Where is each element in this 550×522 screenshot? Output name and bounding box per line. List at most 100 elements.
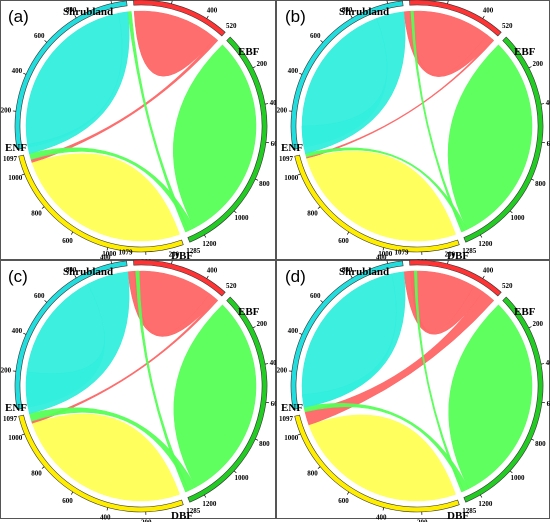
tick-mark bbox=[531, 439, 534, 440]
tick-label: 600 bbox=[310, 32, 321, 40]
tick-mark bbox=[321, 300, 323, 302]
group-name-shrubland: Shrubland bbox=[339, 266, 389, 278]
group-name-shrubland: Shrubland bbox=[339, 6, 389, 18]
tick-mark bbox=[172, 261, 173, 264]
tick-mark bbox=[529, 327, 532, 328]
group-total-label: 520 bbox=[226, 282, 237, 290]
tick-mark bbox=[172, 1, 173, 4]
tick-mark bbox=[318, 467, 320, 469]
chord-panel-b: 2004005202004006008001000120012852004006… bbox=[276, 0, 550, 260]
group-name-enf: ENF bbox=[5, 402, 27, 414]
group-name-enf: ENF bbox=[5, 142, 27, 154]
tick-label: 400 bbox=[12, 67, 23, 75]
tick-label: 400 bbox=[12, 327, 23, 335]
group-name-ebf: EBF bbox=[514, 306, 535, 318]
tick-label: 800 bbox=[307, 210, 318, 218]
chord-ribbon-dbf-dbf bbox=[309, 415, 456, 501]
tick-mark bbox=[299, 333, 302, 334]
tick-label: 600 bbox=[547, 400, 550, 408]
tick-label: 800 bbox=[307, 470, 318, 478]
tick-label: 1000 bbox=[378, 250, 393, 258]
tick-label: 400 bbox=[483, 7, 494, 15]
tick-label: 1000 bbox=[235, 474, 250, 482]
tick-mark bbox=[480, 235, 482, 238]
tick-label: 200 bbox=[1, 367, 12, 375]
tick-label: 1200 bbox=[478, 240, 493, 248]
tick-label: 800 bbox=[31, 470, 42, 478]
group-name-enf: ENF bbox=[281, 142, 303, 154]
tick-mark bbox=[318, 207, 320, 209]
tick-label: 400 bbox=[207, 7, 218, 15]
tick-mark bbox=[510, 211, 512, 213]
tick-label: 400 bbox=[288, 67, 299, 75]
tick-label: 200 bbox=[169, 251, 180, 259]
tick-mark bbox=[255, 179, 258, 180]
tick-label: 800 bbox=[535, 440, 546, 448]
panel-label: (c) bbox=[8, 267, 28, 287]
tick-label: 400 bbox=[546, 359, 550, 367]
tick-label: 600 bbox=[34, 292, 45, 300]
tick-mark bbox=[265, 104, 268, 105]
tick-label: 600 bbox=[34, 32, 45, 40]
tick-label: 200 bbox=[277, 367, 288, 375]
tick-mark bbox=[255, 439, 258, 440]
tick-label: 200 bbox=[532, 320, 543, 328]
tick-label: 400 bbox=[546, 99, 550, 107]
tick-mark bbox=[541, 104, 544, 105]
group-name-shrubland: Shrubland bbox=[63, 6, 113, 18]
tick-mark bbox=[42, 207, 44, 209]
tick-label: 1000 bbox=[102, 250, 117, 258]
tick-label: 800 bbox=[31, 210, 42, 218]
tick-mark bbox=[541, 364, 544, 365]
panel-label: (a) bbox=[8, 7, 29, 27]
tick-label: 1000 bbox=[284, 174, 299, 182]
tick-mark bbox=[45, 40, 47, 42]
tick-mark bbox=[387, 261, 388, 264]
group-name-ebf: EBF bbox=[238, 46, 259, 58]
tick-mark bbox=[387, 1, 388, 4]
tick-mark bbox=[204, 235, 206, 238]
group-total-label: 520 bbox=[502, 282, 513, 290]
tick-label: 1000 bbox=[284, 434, 299, 442]
tick-label: 800 bbox=[535, 180, 546, 188]
tick-mark bbox=[42, 467, 44, 469]
tick-label: 1000 bbox=[511, 214, 526, 222]
chord-panel-a: 2004005202004006008001000120012852004006… bbox=[0, 0, 276, 260]
tick-mark bbox=[234, 211, 236, 213]
panel-label: (b) bbox=[285, 7, 306, 27]
tick-label: 1000 bbox=[8, 434, 23, 442]
chord-panel-c: 2004005202004006008001000120012852004006… bbox=[0, 260, 276, 519]
group-name-dbf: DBF bbox=[447, 510, 469, 522]
tick-mark bbox=[207, 276, 209, 279]
tick-mark bbox=[347, 492, 349, 495]
tick-label: 600 bbox=[310, 292, 321, 300]
chord-diagram: 2004005202004006008001000120012852004006… bbox=[277, 261, 550, 520]
tick-mark bbox=[253, 327, 256, 328]
tick-mark bbox=[321, 40, 323, 42]
tick-mark bbox=[510, 471, 512, 473]
tick-label: 1000 bbox=[8, 174, 23, 182]
group-total-label: 1097 bbox=[279, 415, 294, 423]
group-total-label: 1097 bbox=[279, 155, 294, 163]
tick-mark bbox=[531, 179, 534, 180]
tick-label: 200 bbox=[1, 107, 12, 115]
chord-diagram: 2004005202004006008001000120012852004006… bbox=[277, 1, 550, 260]
group-name-shrubland: Shrubland bbox=[63, 266, 113, 278]
tick-label: 600 bbox=[338, 237, 349, 245]
group-name-ebf: EBF bbox=[514, 46, 535, 58]
chord-panel-d: 2004005202004006008001000120012852004006… bbox=[276, 260, 550, 519]
tick-label: 1200 bbox=[202, 500, 217, 508]
tick-label: 200 bbox=[256, 60, 267, 68]
group-name-enf: ENF bbox=[281, 402, 303, 414]
tick-mark bbox=[480, 495, 482, 498]
tick-mark bbox=[448, 1, 449, 4]
tick-mark bbox=[45, 300, 47, 302]
tick-label: 1200 bbox=[202, 240, 217, 248]
tick-label: 800 bbox=[259, 180, 270, 188]
tick-mark bbox=[204, 495, 206, 498]
chord-diagram: 2004005202004006008001000120012852004006… bbox=[1, 1, 277, 260]
tick-mark bbox=[207, 16, 209, 19]
tick-mark bbox=[483, 276, 485, 279]
tick-label: 400 bbox=[207, 267, 218, 275]
panel-label: (d) bbox=[285, 267, 306, 287]
